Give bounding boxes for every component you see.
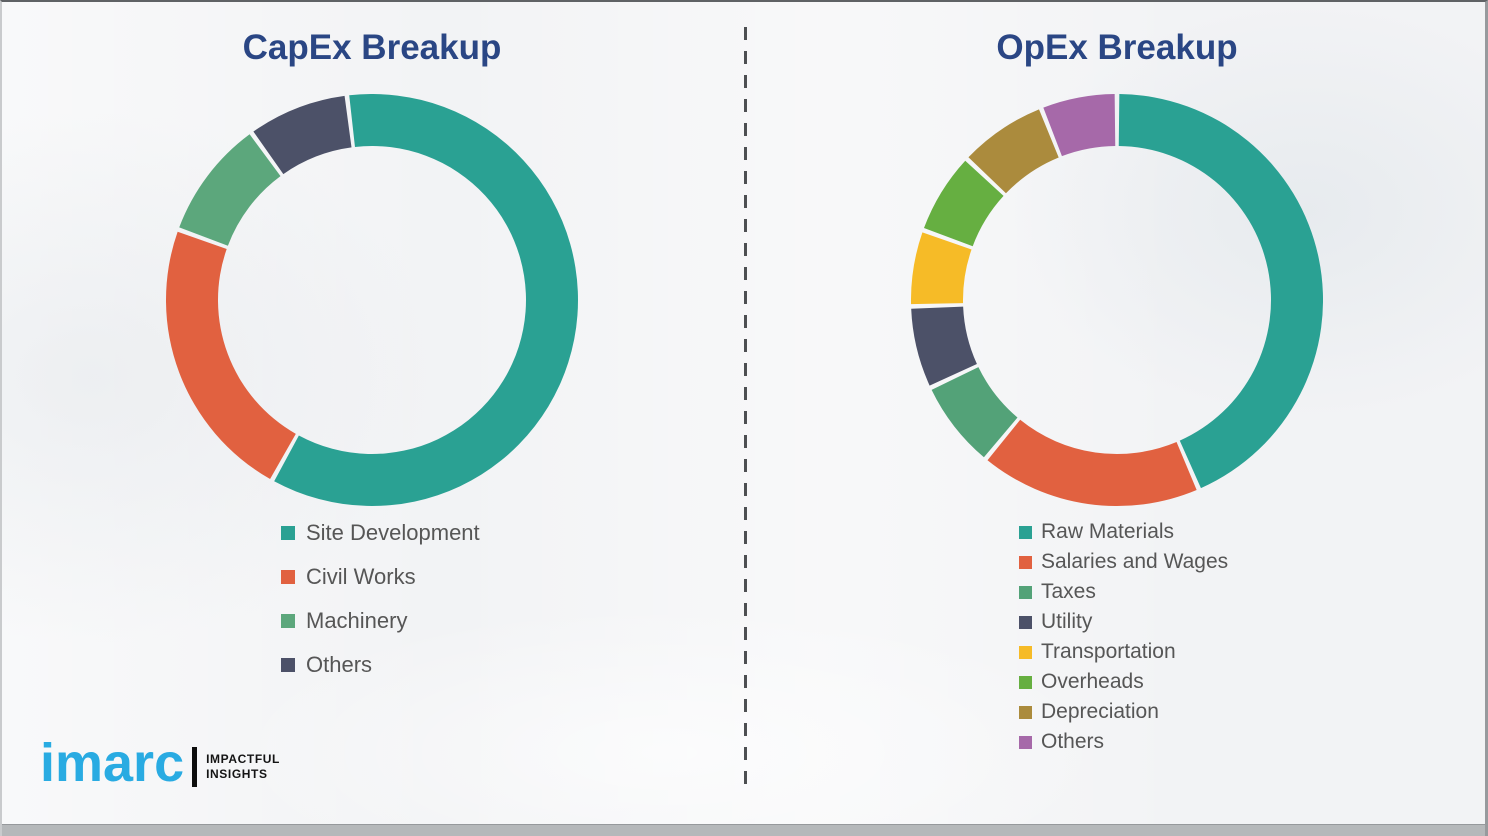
legend-item: Transportation [1019, 637, 1228, 667]
legend-swatch [1019, 645, 1032, 659]
legend-item: Salaries and Wages [1019, 547, 1228, 577]
legend-label: Civil Works [306, 564, 416, 589]
legend-label: Salaries and Wages [1041, 550, 1229, 573]
legend-item: Taxes [1019, 577, 1228, 607]
capex-legend: Site Development Civil Works Machinery Othe… [281, 511, 480, 687]
legend-item: Overheads [1019, 667, 1228, 697]
logo-tagline: IMPACTFUL INSIGHTS [206, 752, 280, 782]
legend-swatch [1019, 585, 1032, 599]
legend-item: Machinery [281, 599, 480, 643]
opex-legend: Raw Materials Salaries and Wages Taxes Util… [1019, 517, 1228, 757]
legend-label: Overheads [1041, 670, 1144, 693]
logo-divider-bar [192, 747, 198, 787]
donut-segment-others [253, 95, 352, 175]
legend-item: Others [281, 643, 480, 687]
legend-item: Raw Materials [1019, 517, 1228, 547]
donut-segment-overheads [923, 160, 1004, 247]
logo-tagline-line1: IMPACTFUL [206, 752, 280, 766]
legend-swatch [1019, 705, 1032, 719]
capex-title: CapEx Breakup [242, 28, 502, 67]
legend-swatch [1019, 615, 1032, 629]
legend-label: Depreciation [1041, 700, 1159, 723]
legend-swatch [1019, 555, 1032, 569]
donut-segment-others [1043, 94, 1116, 157]
legend-label: Transportation [1041, 640, 1176, 663]
donut-segment-depreciation [968, 109, 1059, 194]
donut-segment-taxes [931, 367, 1018, 458]
legend-item: Depreciation [1019, 697, 1228, 727]
donut-segment-machinery [179, 134, 281, 246]
legend-label: Utility [1041, 610, 1093, 633]
legend-label: Machinery [306, 608, 408, 633]
legend-swatch [1019, 735, 1032, 749]
legend-swatch [1019, 525, 1032, 539]
legend-item: Utility [1019, 607, 1228, 637]
donut-segment-raw-materials [1118, 94, 1323, 489]
legend-item: Civil Works [281, 555, 480, 599]
legend-label: Site Development [306, 520, 480, 545]
legend-item: Others [1019, 727, 1228, 757]
imarc-logo: imarc IMPACTFUL INSIGHTS [40, 736, 280, 794]
panel-divider-dashed-line [744, 27, 747, 792]
legend-label: Taxes [1041, 580, 1096, 603]
legend-label: Raw Materials [1041, 520, 1175, 543]
legend-item: Site Development [281, 511, 480, 555]
logo-tagline-line2: INSIGHTS [206, 767, 268, 781]
legend-swatch [281, 614, 295, 628]
donut-segment-utility [911, 306, 977, 386]
legend-swatch [1019, 675, 1032, 689]
legend-swatch [281, 526, 295, 540]
legend-label: Others [1041, 730, 1105, 753]
capex-donut-chart [166, 94, 578, 506]
imarc-logo-wordmark: imarc [40, 733, 185, 793]
opex-donut-chart [911, 94, 1323, 506]
donut-segment-civil-works [166, 231, 296, 480]
legend-swatch [281, 570, 295, 584]
bottom-border-band [2, 824, 1485, 836]
donut-segment-transportation [911, 232, 972, 305]
legend-label: Others [306, 652, 373, 677]
donut-segment-site-development [274, 94, 578, 506]
donut-segment-salaries-and-wages [987, 419, 1197, 506]
opex-title: OpEx Breakup [996, 28, 1238, 67]
legend-swatch [281, 658, 295, 672]
